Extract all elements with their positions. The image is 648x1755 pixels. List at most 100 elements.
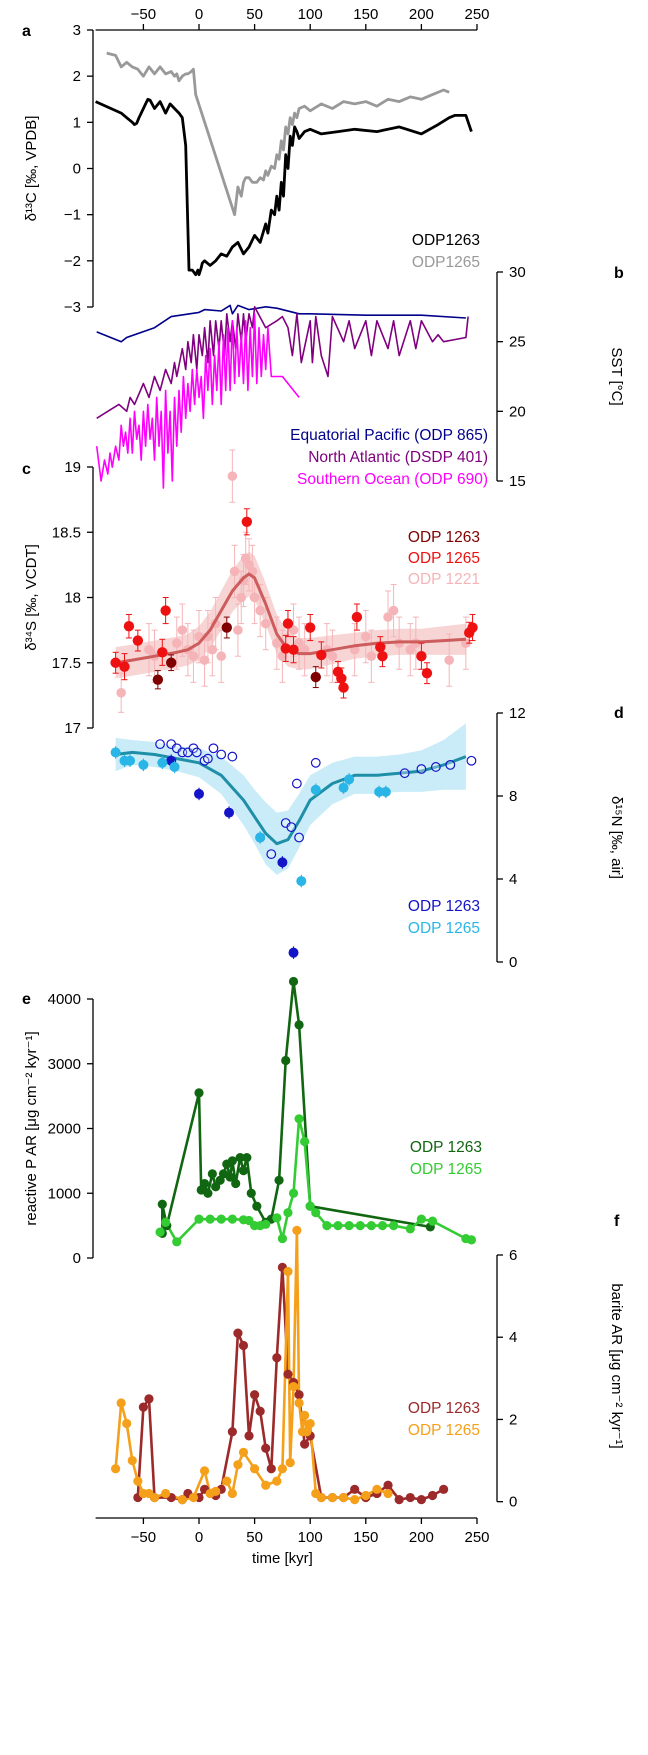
panel-d-series-0-open-point bbox=[430, 762, 441, 772]
panel-c-series-1-point bbox=[132, 635, 144, 646]
top-x-tick-label: 200 bbox=[409, 6, 434, 23]
panel-c-y-tick-label: 17.5 bbox=[52, 655, 81, 672]
panel-f-y-tick-label: 4 bbox=[509, 1329, 517, 1346]
panel-c-series-2-point bbox=[383, 612, 393, 622]
panel-c-series-2-point bbox=[233, 625, 243, 635]
top-x-tick-label: 50 bbox=[246, 6, 263, 23]
panel-e-series-1-point bbox=[416, 1214, 426, 1224]
panel-e-series-1-point bbox=[405, 1224, 415, 1234]
panel-d-series-0-open-point bbox=[466, 755, 477, 766]
panel-d-series-1-point bbox=[138, 759, 149, 770]
bottom-x-tick-label: 250 bbox=[464, 1529, 489, 1546]
panel-f-series-1-point bbox=[372, 1484, 382, 1494]
panel-e-series-0-point bbox=[203, 1188, 213, 1198]
panel-e-series-1-point bbox=[172, 1237, 182, 1247]
panel-c-series-2-point bbox=[272, 638, 282, 648]
panel-e-y-tick-label: 2000 bbox=[48, 1121, 81, 1138]
panel-c-series-2-point bbox=[444, 655, 455, 665]
panel-a-series-0-line bbox=[95, 97, 473, 277]
panel-a-legend-1: ODP1265 bbox=[412, 254, 480, 271]
panel-e-series-0-point bbox=[288, 976, 299, 987]
panel-e-series-0-point bbox=[194, 1088, 204, 1098]
panel-f-series-1-point bbox=[233, 1460, 243, 1470]
panel-d-legend-1: ODP 1265 bbox=[408, 920, 480, 937]
panel-c-series-2-point bbox=[388, 605, 399, 616]
panel-f-series-0-point bbox=[266, 1464, 276, 1474]
panel-c-y-tick-label: 18 bbox=[64, 590, 81, 607]
panel-e-series-1-point bbox=[344, 1221, 354, 1231]
panel-c-series-1-point bbox=[416, 651, 427, 662]
bottom-x-tick-label: 150 bbox=[353, 1529, 378, 1546]
panel-f-series-0-point bbox=[144, 1394, 154, 1404]
panel-a-y-tick-label: 2 bbox=[73, 68, 81, 85]
panel-c-series-2-point bbox=[144, 644, 154, 655]
panel-b-y-tick-label: 15 bbox=[509, 473, 526, 490]
panel-f-series-1-point bbox=[294, 1398, 304, 1408]
panel-d-series-0-open-point bbox=[208, 743, 219, 754]
panel-f-label: f bbox=[614, 1213, 620, 1230]
panel-f-series-1-point bbox=[199, 1466, 210, 1476]
panel-f-series-0-point bbox=[244, 1431, 254, 1441]
panel-d-series-0-point bbox=[277, 857, 288, 868]
panel-c-series-1-point bbox=[338, 682, 349, 693]
panel-e-series-1-point bbox=[300, 1136, 310, 1147]
panel-d-series-0-open-point bbox=[216, 749, 227, 760]
panel-e-series-1-point bbox=[261, 1219, 271, 1229]
panel-f-series-1-point bbox=[300, 1410, 310, 1420]
panel-e-label: e bbox=[22, 991, 31, 1008]
panel-f-series-0-point bbox=[394, 1495, 404, 1505]
panel-d-y-tick-label: 8 bbox=[509, 788, 517, 805]
panel-f-series-0-point bbox=[227, 1427, 237, 1437]
panel-c-series-1-point bbox=[160, 605, 171, 616]
panel-c-series-2-point bbox=[177, 625, 188, 635]
panel-c-series-1-point bbox=[288, 644, 299, 655]
bottom-x-tick-label: 100 bbox=[298, 1529, 323, 1546]
panel-c-series-0-point bbox=[166, 657, 177, 668]
panel-e-series-0-point bbox=[231, 1178, 241, 1189]
panel-d-series-0-open-point bbox=[286, 822, 297, 833]
panel-e-y-axis bbox=[87, 998, 94, 1259]
panel-e-series-1-point bbox=[366, 1221, 376, 1231]
panel-c-y-axis-label: δ³⁴S [‰, VCDT] bbox=[23, 544, 40, 650]
panel-d-trend-line bbox=[115, 750, 467, 846]
panel-c-series-1-point bbox=[351, 611, 363, 623]
panel-f-series-0-point bbox=[233, 1328, 243, 1338]
panel-a-y-tick-label: −3 bbox=[64, 299, 81, 316]
panel-e-series-1-point bbox=[227, 1214, 237, 1224]
panel-b-label: b bbox=[614, 265, 624, 282]
panel-e-y-tick-label: 0 bbox=[73, 1250, 81, 1267]
panel-e-y-axis-label: reactive P AR [μg cm⁻² kyr⁻¹] bbox=[23, 1031, 40, 1225]
panel-d-series-1-point bbox=[296, 876, 307, 887]
top-x-tick-label: 250 bbox=[464, 6, 489, 23]
panel-f-series-0-point bbox=[427, 1490, 438, 1501]
panel-f-series-1-point bbox=[316, 1492, 326, 1503]
panel-b-y-axis-label: SST [°C] bbox=[608, 347, 625, 405]
panel-a-y-axis bbox=[87, 29, 94, 308]
panel-f-series-1-point bbox=[285, 1458, 295, 1468]
panel-c-series-0-point bbox=[152, 674, 164, 685]
panel-d-legend-0: ODP 1263 bbox=[408, 898, 480, 915]
panel-f-legend-0: ODP 1263 bbox=[408, 1400, 480, 1417]
panel-e-series-1-point bbox=[194, 1214, 204, 1224]
panel-f-series-1-point bbox=[283, 1266, 293, 1277]
panel-d-series-1-point bbox=[110, 747, 121, 758]
panel-d-series-0-open-point bbox=[266, 849, 277, 859]
panel-f-series-1-point bbox=[277, 1464, 287, 1474]
panel-b-y-tick-label: 20 bbox=[509, 403, 526, 420]
panel-c-series-2-point bbox=[405, 644, 416, 655]
panel-e-legend-0: ODP 1263 bbox=[410, 1139, 482, 1156]
panel-c-legend-1: ODP 1265 bbox=[408, 550, 480, 567]
panel-e-series-0-point bbox=[157, 1199, 167, 1209]
panel-e-series-1-point bbox=[294, 1114, 304, 1124]
panel-c-series-2-point bbox=[361, 631, 371, 642]
panel-f-series-0-point bbox=[405, 1492, 415, 1503]
panel-d-series-0-open-point bbox=[227, 751, 238, 762]
panel-f-series-0-point bbox=[255, 1406, 265, 1416]
panel-d-y-axis bbox=[496, 712, 503, 963]
panel-d-series-1-point bbox=[338, 782, 349, 793]
panel-f-series-0-point bbox=[261, 1443, 271, 1453]
panel-b-y-tick-label: 25 bbox=[509, 334, 526, 351]
panel-e-y-tick-label: 3000 bbox=[48, 1056, 81, 1073]
panel-c-series-2-point bbox=[327, 651, 338, 662]
